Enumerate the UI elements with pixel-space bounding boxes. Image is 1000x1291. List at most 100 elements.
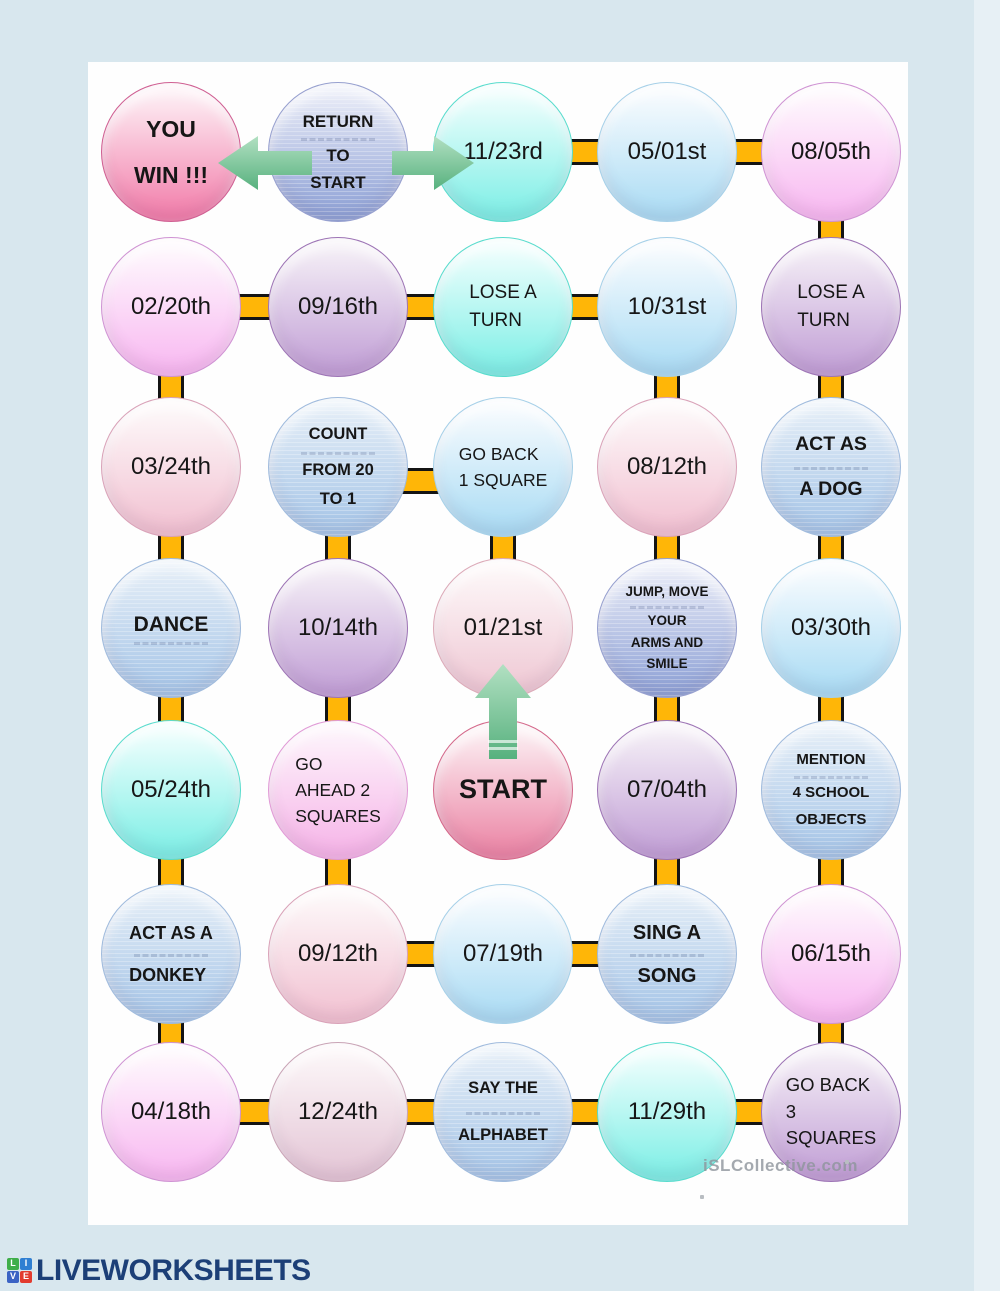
scan-speck [700, 1195, 704, 1199]
cell-label-line: 08/05th [790, 138, 872, 166]
cell-label-line: JUMP, MOVE [625, 584, 709, 600]
cell-date-08-12: 08/12th [597, 397, 737, 537]
cell-label: LOSE A TURN [797, 279, 865, 336]
cell-label-line: 03/30th [790, 614, 872, 642]
cell-date-10-14: 10/14th [268, 558, 408, 698]
cell-label: GO BACK 3 SQUARES [786, 1072, 876, 1152]
arrow-left-icon [218, 136, 312, 190]
answer-field[interactable] [133, 642, 208, 646]
cell-lose-a-turn-lavender: LOSE A TURN [761, 237, 901, 377]
answer-field[interactable] [630, 605, 704, 609]
logo-square-e: E [20, 1270, 32, 1283]
cell-label: 04/18th [131, 1095, 211, 1129]
cell-go-ahead-2-squares: GO AHEAD 2 SQUARES [268, 720, 408, 860]
cell-label-line: 05/01st [627, 138, 707, 166]
cell-label-line: 09/12th [297, 940, 379, 968]
cell-label-line: ARMS AND [630, 634, 704, 650]
cell-label: 05/01st [628, 135, 707, 169]
cell-label: LOSE A TURN [469, 279, 537, 336]
cell-label: 02/20th [131, 290, 211, 324]
cell-label-line: 11/23rd [463, 138, 543, 166]
cell-label-line: GO [295, 753, 323, 774]
cell-label: SING A SONG [630, 915, 704, 994]
cell-label-line: 07/04th [626, 776, 708, 804]
cell-label: 11/29th [628, 1095, 706, 1129]
cell-date-12-24: 12/24th [268, 1042, 408, 1182]
cell-label-line: 04/18th [130, 1098, 212, 1126]
cell-label-line: 10/14th [297, 614, 379, 642]
cell-date-05-01: 05/01st [597, 82, 737, 222]
answer-field[interactable] [133, 953, 208, 957]
cell-label-line: TO 1 [319, 489, 357, 508]
cell-label-line: ALPHABET [458, 1125, 548, 1144]
arrow-right-icon [392, 136, 474, 190]
cell-label-line: 02/20th [130, 293, 212, 321]
cell-label: COUNT FROM 20 TO 1 [301, 420, 375, 514]
cell-label-line: AHEAD 2 [295, 779, 371, 800]
cell-label: DANCE [133, 610, 208, 646]
cell-lose-a-turn-cyan: LOSE A TURN [433, 237, 573, 377]
cell-label-line: 06/15th [790, 940, 872, 968]
cell-label-line: TO [326, 145, 350, 165]
cell-date-09-12: 09/12th [268, 884, 408, 1024]
cell-date-07-04: 07/04th [597, 720, 737, 860]
answer-field[interactable] [301, 137, 375, 141]
cell-label: ACT AS A DOG [794, 426, 868, 507]
arrow-up-icon [475, 664, 531, 759]
cell-label-line: START [310, 173, 366, 193]
cell-label-line: YOUR [647, 612, 687, 628]
cell-jump-move-your-arms-and-smile: JUMP, MOVE YOUR ARMS AND SMILE [597, 558, 737, 698]
cell-label-line: START [459, 774, 547, 805]
answer-field[interactable] [794, 466, 868, 470]
cell-label: 11/23rd [463, 135, 543, 169]
cell-label-line: SING A [632, 921, 702, 944]
answer-field[interactable] [466, 1111, 540, 1115]
cell-label-line: OBJECTS [795, 810, 867, 828]
cell-label-line: 1 SQUARE [458, 470, 548, 490]
cell-label: 05/24th [131, 773, 211, 807]
cell-label-line: 05/24th [130, 776, 212, 804]
cell-label-line: DONKEY [129, 964, 207, 985]
cell-label-line: SQUARES [785, 1127, 877, 1149]
cell-date-06-15: 06/15th [761, 884, 901, 1024]
cell-label-line: ACT AS A [129, 923, 213, 944]
cell-go-back-1-square: GO BACK 1 SQUARE [433, 397, 573, 537]
cell-act-as-a-donkey: ACT AS A DONKEY [101, 884, 241, 1024]
cell-label: GO BACK 1 SQUARE [459, 441, 548, 494]
cell-date-03-24: 03/24th [101, 397, 241, 537]
cell-label-line: SONG [637, 964, 697, 987]
cell-count-from-20-to-1: COUNT FROM 20 TO 1 [268, 397, 408, 537]
footer: L I V E LIVEWORKSHEETS [7, 1254, 311, 1288]
cell-label-line: YOU [146, 116, 196, 142]
answer-field[interactable] [630, 953, 704, 957]
cell-label: 08/12th [627, 450, 707, 484]
cell-label: YOU WIN !!! [134, 106, 208, 198]
answer-field[interactable] [301, 452, 375, 456]
cell-label-line: 3 [785, 1100, 797, 1122]
cell-date-10-31: 10/31st [597, 237, 737, 377]
cell-label-line: GO BACK [458, 443, 539, 464]
cell-date-07-19: 07/19th [433, 884, 573, 1024]
cell-label: GO AHEAD 2 SQUARES [295, 751, 381, 830]
cell-label: 09/12th [298, 937, 378, 971]
cell-label: START [459, 771, 547, 809]
cell-label: MENTION 4 SCHOOL OBJECTS [793, 747, 870, 833]
cell-label: 09/16th [298, 290, 378, 324]
cell-label: 10/31st [628, 290, 707, 324]
answer-field[interactable] [794, 776, 868, 780]
cell-go-back-3-squares: GO BACK 3 SQUARES [761, 1042, 901, 1182]
cell-label: 06/15th [791, 937, 871, 971]
liveworksheets-wordmark[interactable]: LIVEWORKSHEETS [36, 1254, 311, 1287]
cell-label-line: TURN [797, 310, 850, 331]
cell-date-09-16: 09/16th [268, 237, 408, 377]
background-strip [974, 0, 1000, 1291]
cell-label-line: 07/19th [462, 940, 544, 968]
cell-label-line: SQUARES [295, 806, 381, 827]
cell-label: 03/30th [791, 611, 871, 645]
cell-label-line: SMILE [646, 656, 688, 672]
cell-act-as-a-dog: ACT AS A DOG [761, 397, 901, 537]
logo-square-l: L [7, 1257, 19, 1270]
cell-label-line: 09/16th [297, 293, 379, 321]
cell-label-line: LOSE A [469, 281, 537, 303]
cell-label: 10/14th [298, 611, 378, 645]
